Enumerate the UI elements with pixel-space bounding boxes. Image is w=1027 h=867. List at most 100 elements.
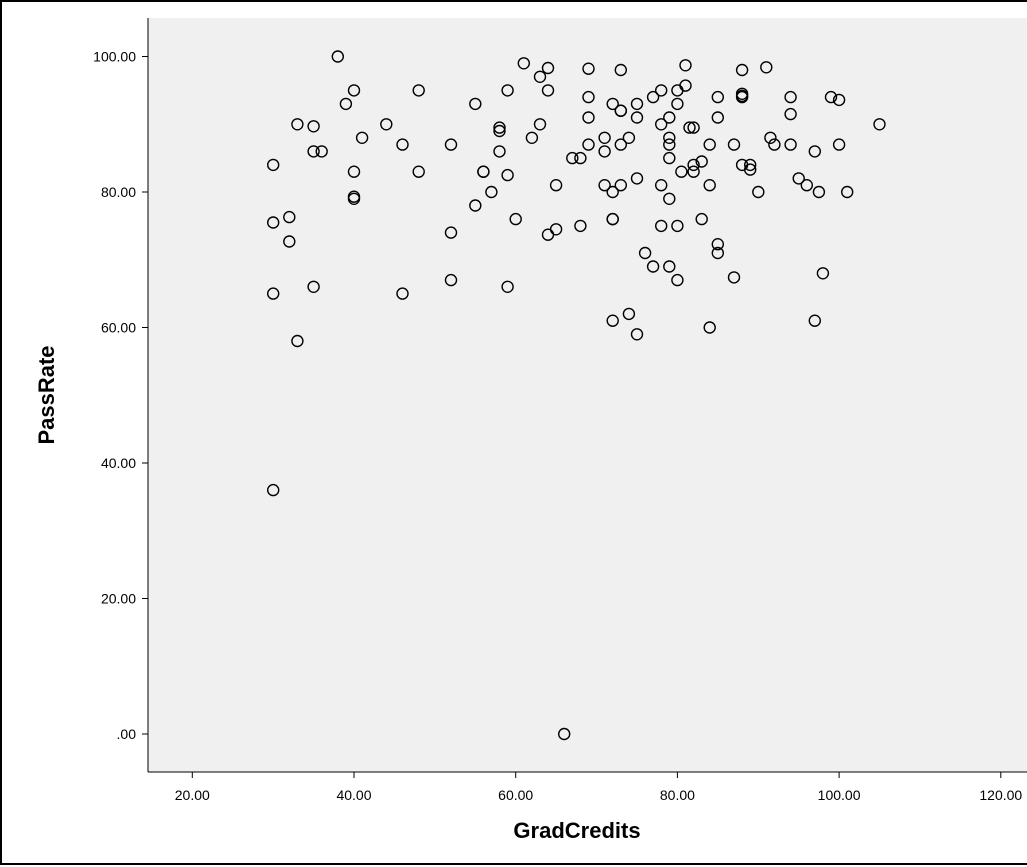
data-point	[444, 226, 458, 239]
data-point	[841, 185, 854, 199]
data-point	[832, 138, 846, 151]
data-point	[517, 57, 530, 70]
data-point	[671, 219, 684, 233]
x-axis-ticks: 20.00 40.00 60.00 80.00 100.00 120.00	[175, 772, 1022, 803]
data-point	[291, 334, 304, 348]
data-point	[695, 212, 708, 226]
data-point	[824, 90, 838, 104]
data-point	[792, 172, 805, 185]
data-point	[501, 168, 514, 182]
data-point	[307, 120, 320, 133]
data-point	[347, 84, 361, 97]
data-point	[614, 138, 627, 151]
data-point	[582, 90, 595, 104]
data-point	[784, 138, 797, 151]
data-point	[380, 118, 393, 131]
data-point	[703, 321, 716, 334]
data-point	[711, 90, 724, 104]
data-point	[291, 118, 304, 131]
data-point	[283, 235, 296, 248]
data-point	[283, 210, 296, 224]
data-point	[614, 178, 627, 192]
data-point	[558, 727, 571, 741]
data-point	[582, 111, 595, 124]
data-point	[493, 124, 506, 138]
data-point	[525, 131, 539, 145]
x-tick-label: 60.00	[498, 787, 533, 803]
data-point	[655, 178, 668, 192]
data-point	[816, 267, 830, 280]
data-point	[711, 111, 724, 124]
data-point	[655, 84, 668, 97]
data-point	[832, 93, 846, 107]
data-point	[339, 97, 353, 111]
data-point	[598, 131, 611, 145]
data-point	[679, 79, 692, 92]
data-point	[671, 97, 684, 111]
data-point	[533, 118, 547, 131]
x-tick-label: 20.00	[175, 787, 210, 803]
data-point	[784, 107, 797, 121]
data-point	[675, 165, 688, 178]
x-tick-label: 40.00	[336, 787, 371, 803]
data-point	[606, 314, 619, 327]
data-point	[606, 212, 619, 226]
data-point	[752, 185, 765, 199]
data-point	[606, 185, 619, 199]
data-point	[396, 287, 409, 300]
data-point	[501, 280, 514, 293]
x-axis-title: GradCredits	[513, 818, 640, 843]
data-point	[630, 111, 644, 124]
data-point	[727, 271, 741, 284]
data-points	[267, 50, 886, 741]
data-point	[744, 163, 757, 176]
data-point	[679, 59, 692, 72]
x-tick-label: 100.00	[818, 787, 861, 803]
data-point	[477, 165, 490, 178]
data-point	[347, 192, 361, 206]
data-point	[800, 178, 813, 192]
data-point	[493, 121, 506, 134]
y-axis-ticks: .00 20.00 40.00 60.00 80.00 100.00	[93, 49, 148, 742]
data-point	[622, 131, 636, 145]
data-point	[574, 219, 587, 233]
data-point	[493, 145, 506, 158]
data-point	[485, 185, 498, 199]
data-point	[444, 138, 458, 151]
data-point	[760, 61, 773, 74]
data-point	[873, 118, 886, 131]
data-point	[412, 84, 425, 97]
data-point	[412, 165, 425, 178]
data-point	[315, 145, 328, 158]
data-point	[307, 145, 320, 158]
data-point	[614, 104, 627, 117]
data-point	[331, 50, 344, 63]
data-point	[307, 280, 320, 293]
data-point	[687, 121, 700, 134]
data-point	[735, 90, 749, 104]
data-point	[541, 84, 555, 97]
data-point	[574, 151, 587, 165]
data-point	[566, 151, 579, 165]
data-point	[744, 158, 757, 172]
data-point	[784, 90, 797, 104]
data-point	[347, 165, 361, 178]
data-point	[549, 178, 563, 192]
data-point	[727, 138, 741, 151]
data-point	[695, 155, 708, 168]
data-point	[355, 131, 369, 145]
data-point	[501, 84, 514, 97]
data-point	[711, 237, 724, 251]
data-point	[768, 138, 781, 151]
y-tick-label: 60.00	[101, 320, 136, 336]
x-tick-label: 120.00	[979, 787, 1022, 803]
data-point	[663, 192, 676, 206]
data-point	[703, 178, 716, 192]
data-point	[444, 273, 458, 287]
data-point	[267, 216, 280, 229]
data-point	[267, 483, 280, 497]
data-point	[687, 158, 700, 172]
plot-area	[148, 18, 1027, 772]
data-point	[663, 260, 676, 273]
